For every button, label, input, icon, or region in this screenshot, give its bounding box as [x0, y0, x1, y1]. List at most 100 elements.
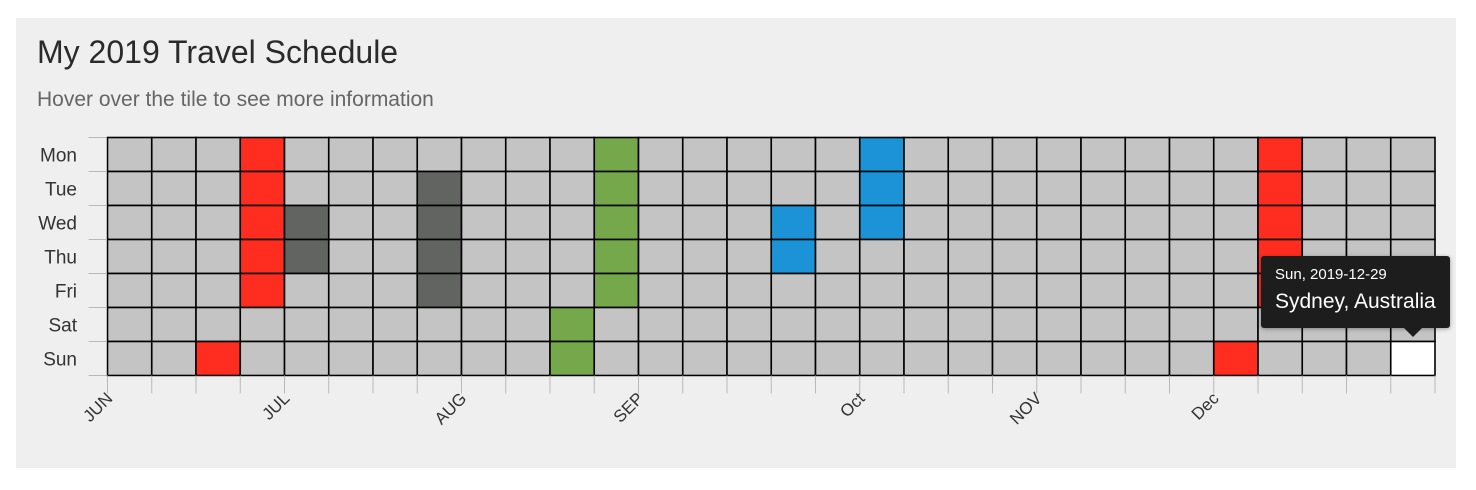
- heatmap-tile[interactable]: [947, 340, 994, 377]
- heatmap-tile[interactable]: [903, 340, 950, 377]
- heatmap-tile[interactable]: [947, 238, 994, 275]
- heatmap-tile[interactable]: [460, 170, 507, 207]
- heatmap-tile[interactable]: [903, 306, 950, 343]
- heatmap-tile[interactable]: [903, 204, 950, 241]
- heatmap-tile[interactable]: [1124, 272, 1171, 309]
- heatmap-tile[interactable]: [947, 272, 994, 309]
- heatmap-tile[interactable]: [1124, 238, 1171, 275]
- heatmap-tile[interactable]: [239, 238, 286, 275]
- heatmap-tile[interactable]: [681, 272, 728, 309]
- heatmap-tile[interactable]: [504, 136, 551, 173]
- heatmap-tile[interactable]: [1257, 340, 1304, 377]
- heatmap-tile[interactable]: [1035, 306, 1082, 343]
- heatmap-tile[interactable]: [991, 238, 1038, 275]
- heatmap-tile[interactable]: [681, 204, 728, 241]
- heatmap-tile[interactable]: [1345, 204, 1392, 241]
- heatmap-tile[interactable]: [195, 272, 242, 309]
- heatmap-tile[interactable]: [681, 170, 728, 207]
- heatmap-tile[interactable]: [1212, 340, 1259, 377]
- heatmap-tile[interactable]: [549, 238, 596, 275]
- heatmap-tile[interactable]: [726, 204, 773, 241]
- heatmap-tile[interactable]: [593, 272, 640, 309]
- heatmap-tile[interactable]: [1345, 136, 1392, 173]
- heatmap-tile[interactable]: [637, 238, 684, 275]
- heatmap-tile[interactable]: [593, 136, 640, 173]
- heatmap-tile[interactable]: [858, 306, 905, 343]
- heatmap-tile[interactable]: [1389, 170, 1436, 207]
- heatmap-tile[interactable]: [947, 170, 994, 207]
- heatmap-tile[interactable]: [460, 204, 507, 241]
- heatmap-tile[interactable]: [1035, 170, 1082, 207]
- heatmap-tile[interactable]: [549, 340, 596, 377]
- heatmap-tile[interactable]: [1389, 204, 1436, 241]
- heatmap-tile[interactable]: [372, 170, 419, 207]
- heatmap-tile[interactable]: [372, 306, 419, 343]
- heatmap-tile[interactable]: [150, 306, 197, 343]
- heatmap-tile[interactable]: [1035, 340, 1082, 377]
- heatmap-tile[interactable]: [549, 272, 596, 309]
- heatmap-tile[interactable]: [726, 340, 773, 377]
- heatmap-tile[interactable]: [770, 306, 817, 343]
- heatmap-tile[interactable]: [106, 136, 153, 173]
- heatmap-tile[interactable]: [283, 340, 330, 377]
- heatmap-tile[interactable]: [106, 238, 153, 275]
- heatmap-tile[interactable]: [991, 272, 1038, 309]
- heatmap-tile[interactable]: [726, 272, 773, 309]
- heatmap-tile[interactable]: [814, 170, 861, 207]
- heatmap-tile[interactable]: [372, 136, 419, 173]
- heatmap-tile[interactable]: [814, 272, 861, 309]
- heatmap-tile[interactable]: [372, 272, 419, 309]
- heatmap-tile[interactable]: [1168, 170, 1215, 207]
- heatmap-tile[interactable]: [372, 238, 419, 275]
- heatmap-tile[interactable]: [195, 306, 242, 343]
- heatmap-tile[interactable]: [1124, 170, 1171, 207]
- heatmap-tile[interactable]: [327, 238, 374, 275]
- heatmap-tile[interactable]: [283, 170, 330, 207]
- heatmap-tile[interactable]: [1168, 306, 1215, 343]
- heatmap-tile[interactable]: [593, 306, 640, 343]
- heatmap-tile[interactable]: [637, 272, 684, 309]
- heatmap-tile[interactable]: [1124, 306, 1171, 343]
- heatmap-tile[interactable]: [1168, 340, 1215, 377]
- heatmap-tile[interactable]: [1168, 238, 1215, 275]
- heatmap-tile[interactable]: [858, 170, 905, 207]
- heatmap-tile[interactable]: [681, 136, 728, 173]
- heatmap-tile[interactable]: [1257, 136, 1304, 173]
- heatmap-tile[interactable]: [814, 204, 861, 241]
- heatmap-tile[interactable]: [239, 340, 286, 377]
- heatmap-tile[interactable]: [195, 204, 242, 241]
- heatmap-tile[interactable]: [416, 306, 463, 343]
- heatmap-tile[interactable]: [1124, 340, 1171, 377]
- heatmap-tile[interactable]: [195, 136, 242, 173]
- heatmap-tile[interactable]: [1168, 204, 1215, 241]
- heatmap-tile[interactable]: [903, 136, 950, 173]
- heatmap-tile[interactable]: [1080, 340, 1127, 377]
- heatmap-tile[interactable]: [947, 306, 994, 343]
- heatmap-tile[interactable]: [283, 306, 330, 343]
- heatmap-tile[interactable]: [1168, 136, 1215, 173]
- heatmap-tile[interactable]: [593, 340, 640, 377]
- heatmap-tile[interactable]: [106, 170, 153, 207]
- heatmap-tile[interactable]: [814, 238, 861, 275]
- heatmap-tile[interactable]: [991, 170, 1038, 207]
- heatmap-tile[interactable]: [504, 238, 551, 275]
- heatmap-tile[interactable]: [504, 204, 551, 241]
- heatmap-tile[interactable]: [106, 340, 153, 377]
- heatmap-tile[interactable]: [327, 204, 374, 241]
- heatmap-tile[interactable]: [991, 136, 1038, 173]
- heatmap-tile[interactable]: [460, 136, 507, 173]
- heatmap-tile[interactable]: [460, 306, 507, 343]
- heatmap-tile[interactable]: [1345, 340, 1392, 377]
- heatmap-tile[interactable]: [1212, 272, 1259, 309]
- heatmap-tile[interactable]: [991, 340, 1038, 377]
- heatmap-tile[interactable]: [150, 340, 197, 377]
- heatmap-tile[interactable]: [726, 306, 773, 343]
- heatmap-tile[interactable]: [681, 238, 728, 275]
- heatmap-tile[interactable]: [1035, 136, 1082, 173]
- heatmap-tile[interactable]: [239, 136, 286, 173]
- heatmap-tile[interactable]: [637, 204, 684, 241]
- heatmap-tile[interactable]: [327, 340, 374, 377]
- heatmap-tile[interactable]: [1124, 204, 1171, 241]
- heatmap-tile[interactable]: [283, 204, 330, 241]
- heatmap-tile[interactable]: [1080, 238, 1127, 275]
